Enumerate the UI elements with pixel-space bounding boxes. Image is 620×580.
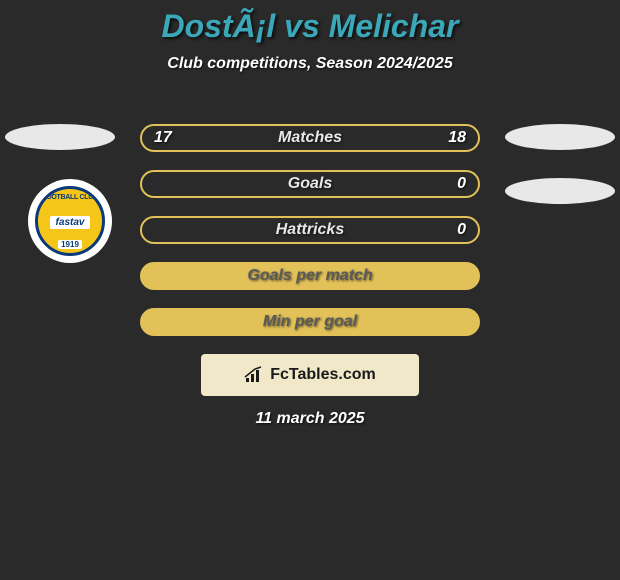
stat-row: Goals 0 [140, 170, 480, 198]
stat-rows: 17 Matches 18 Goals 0 Hattricks 0 Goals … [140, 124, 480, 354]
stat-label: Goals [288, 175, 332, 193]
player-pill-right-2 [505, 178, 615, 204]
stat-value-right: 18 [448, 129, 466, 147]
stat-label: Goals per match [247, 267, 372, 285]
stat-row: Goals per match [140, 262, 480, 290]
club-badge-mid-text: fastav [50, 216, 91, 229]
page-title: DostÃ¡l vs Melichar [0, 0, 620, 45]
club-badge-year: 1919 [58, 240, 82, 249]
brand-text: FcTables.com [270, 366, 376, 384]
player-pill-right-1 [505, 124, 615, 150]
stat-row: Hattricks 0 [140, 216, 480, 244]
player-pill-left [5, 124, 115, 150]
stat-row: 17 Matches 18 [140, 124, 480, 152]
club-badge-inner: FOOTBALL CLUB fastav 1919 [35, 186, 105, 256]
brand-box[interactable]: FcTables.com [201, 354, 419, 396]
stat-row: Min per goal [140, 308, 480, 336]
date-text: 11 march 2025 [0, 410, 620, 428]
stat-label: Matches [278, 129, 342, 147]
stat-label: Min per goal [263, 313, 357, 331]
stat-value-left: 17 [154, 129, 172, 147]
stat-label: Hattricks [276, 221, 344, 239]
stat-value-right: 0 [457, 221, 466, 239]
bar-chart-icon [244, 366, 266, 384]
subtitle: Club competitions, Season 2024/2025 [0, 55, 620, 73]
club-badge-top-text: FOOTBALL CLUB [38, 194, 102, 201]
club-badge: FOOTBALL CLUB fastav 1919 [28, 179, 112, 263]
stat-value-right: 0 [457, 175, 466, 193]
